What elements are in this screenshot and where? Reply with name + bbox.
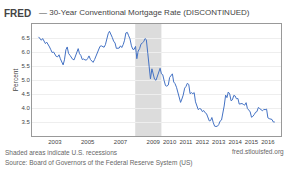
svg-text:4.0: 4.0 [21,105,30,111]
svg-text:2010: 2010 [163,139,177,145]
svg-text:4.5: 4.5 [21,91,30,97]
svg-text:fred.stlouisfed.org: fred.stlouisfed.org [232,148,284,156]
svg-text:— 30-Year Conventional Mortgag: — 30-Year Conventional Mortgage Rate (DI… [39,8,250,17]
svg-text:Shaded areas indicate U.S. rec: Shaded areas indicate U.S. recessions [5,149,118,156]
svg-text:2003: 2003 [48,139,62,145]
svg-text:5.0: 5.0 [21,77,30,83]
svg-text:2007: 2007 [114,139,128,145]
svg-text:5.5: 5.5 [21,63,30,69]
svg-text:2016: 2016 [261,139,275,145]
svg-text:FRED: FRED [4,8,31,19]
svg-text:Source: Board of Governors of: Source: Board of Governors of the Federa… [5,159,193,167]
svg-text:Percent: Percent [12,69,19,92]
svg-text:3.5: 3.5 [21,119,30,125]
svg-text:2012: 2012 [196,139,210,145]
svg-text:2011: 2011 [180,139,194,145]
svg-text:2013: 2013 [212,139,226,145]
svg-text:6.5: 6.5 [21,35,30,41]
svg-text:6.0: 6.0 [21,49,30,55]
svg-text:2015: 2015 [245,139,259,145]
svg-text:2005: 2005 [81,139,95,145]
svg-text:2014: 2014 [228,139,242,145]
svg-text:2009: 2009 [147,139,161,145]
